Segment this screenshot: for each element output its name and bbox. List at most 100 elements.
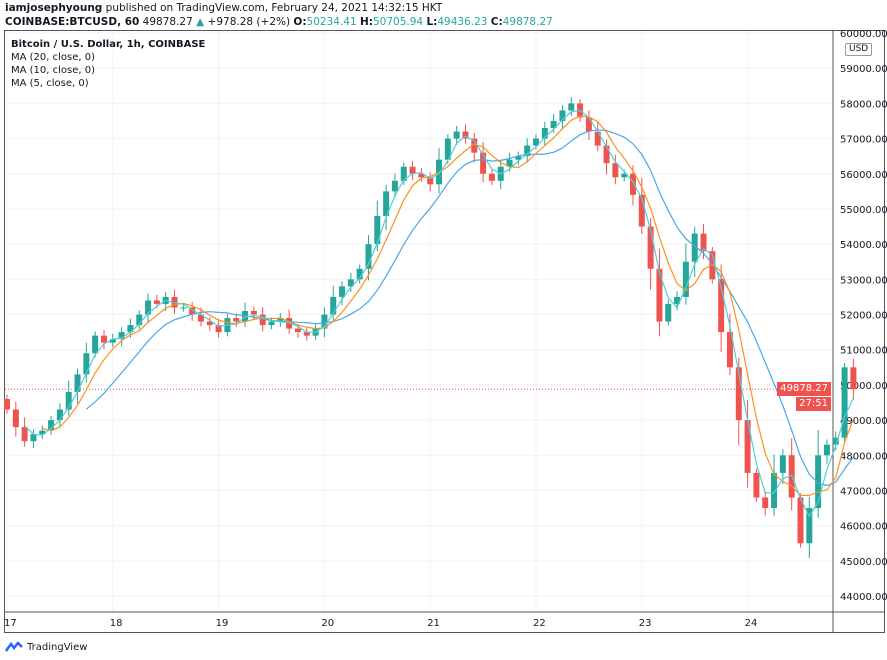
y-tick-label: 46000.00 <box>840 522 887 533</box>
low-value: 49436.23 <box>437 16 488 28</box>
candle-body <box>488 173 495 181</box>
candle-body <box>541 128 548 139</box>
candle-body <box>233 318 240 322</box>
currency-label[interactable]: USD <box>845 43 873 56</box>
symbol-info: COINBASE:BTCUSD, 60 49878.27 ▲ +978.28 (… <box>5 16 553 28</box>
change: +978.28 (+2%) <box>207 16 291 28</box>
candle-body <box>374 215 381 245</box>
high-value: 50705.94 <box>373 16 424 28</box>
candle-body <box>515 156 522 160</box>
publish-info: iamjosephyoung published on TradingView.… <box>5 2 442 14</box>
candle-body <box>383 191 390 216</box>
x-tick-label: 19 <box>216 618 229 629</box>
y-tick-label: 52000.00 <box>840 311 887 322</box>
candle-body <box>647 226 654 269</box>
candle-body <box>409 166 416 174</box>
candle-body <box>48 420 55 431</box>
y-tick-label: 51000.00 <box>840 346 887 357</box>
tradingview-logo-icon <box>5 641 23 652</box>
legend-title: Bitcoin / U.S. Dollar, 1h, COINBASE <box>11 39 206 50</box>
candle-body <box>656 268 663 322</box>
close-value: 49878.27 <box>502 16 553 28</box>
candle-body <box>559 110 566 121</box>
candle-body <box>206 321 213 326</box>
footer-brand: TradingView <box>27 641 88 653</box>
candle-body <box>480 152 487 174</box>
y-tick-label: 59000.00 <box>840 64 887 75</box>
candle-body <box>100 335 107 343</box>
y-tick-label: 48000.00 <box>840 451 887 462</box>
candle-body <box>30 434 37 442</box>
candle-body <box>294 328 301 333</box>
candle-body <box>321 314 328 329</box>
candle-body <box>603 145 610 164</box>
candle-body <box>726 332 733 368</box>
candle-body <box>250 311 257 315</box>
open-value: 50234.41 <box>306 16 357 28</box>
candle-body <box>365 244 372 269</box>
chart-frame <box>4 30 885 633</box>
candle-body <box>806 508 813 544</box>
candle-body <box>691 233 698 262</box>
candle-body <box>303 332 310 336</box>
symbol: COINBASE:BTCUSD, 60 <box>5 16 140 28</box>
last-price: 49878.27 <box>142 16 193 28</box>
candle-body <box>180 307 187 309</box>
h-label: H: <box>360 16 373 28</box>
o-label: O: <box>293 16 307 28</box>
candle-body <box>462 131 469 139</box>
ma10-line <box>42 115 854 496</box>
candle-body <box>391 180 398 192</box>
legend-ma20[interactable]: MA (20, close, 0) <box>11 52 96 63</box>
y-tick-label: 58000.00 <box>840 99 887 110</box>
candle-body <box>594 131 601 146</box>
candle-body <box>550 120 557 129</box>
bar-countdown-label: 27:51 <box>796 397 831 411</box>
candle-body <box>268 321 275 326</box>
y-tick-label: 53000.00 <box>840 275 887 286</box>
candle-body <box>65 391 72 410</box>
chart-legend: Bitcoin / U.S. Dollar, 1h, COINBASE MA (… <box>11 38 205 90</box>
candle-body <box>533 138 539 146</box>
candle-body <box>83 353 90 375</box>
candle-body <box>118 332 125 340</box>
candle-body <box>682 261 689 297</box>
y-tick-label: 57000.00 <box>840 135 887 146</box>
ma20-line <box>85 129 854 487</box>
candle-body <box>330 296 337 315</box>
candle-body <box>850 367 857 390</box>
candle-body <box>347 279 354 287</box>
candle-body <box>629 173 636 195</box>
x-tick-label: 22 <box>533 618 546 629</box>
author[interactable]: iamjosephyoung <box>5 2 103 14</box>
candle-body <box>136 314 143 326</box>
candle-body <box>744 420 751 473</box>
candle-body <box>21 427 28 442</box>
candle-body <box>12 409 19 428</box>
candle-body <box>674 296 681 304</box>
candle-body <box>621 173 628 178</box>
candle-body <box>771 472 778 509</box>
x-tick-label: 17 <box>4 618 17 629</box>
x-tick-label: 23 <box>639 618 652 629</box>
candle-body <box>471 138 478 153</box>
y-tick-label: 45000.00 <box>840 557 887 568</box>
candle-body <box>259 314 266 326</box>
candle-body <box>92 335 99 354</box>
candle-body <box>39 430 46 435</box>
candle-body <box>427 177 434 185</box>
candle-body <box>753 472 760 498</box>
candle-body <box>418 173 425 178</box>
candle-body <box>215 325 222 333</box>
x-tick-label: 20 <box>321 618 334 629</box>
up-triangle-icon: ▲ <box>196 16 205 28</box>
legend-ma10[interactable]: MA (10, close, 0) <box>11 65 96 76</box>
candle-body <box>797 497 804 544</box>
legend-ma5[interactable]: MA (5, close, 0) <box>11 78 89 89</box>
y-tick-label: 60000.00 <box>840 29 887 40</box>
x-tick-label: 18 <box>110 618 123 629</box>
y-tick-label: 47000.00 <box>840 486 887 497</box>
x-tick-label: 21 <box>427 618 440 629</box>
candle-body <box>815 455 822 509</box>
